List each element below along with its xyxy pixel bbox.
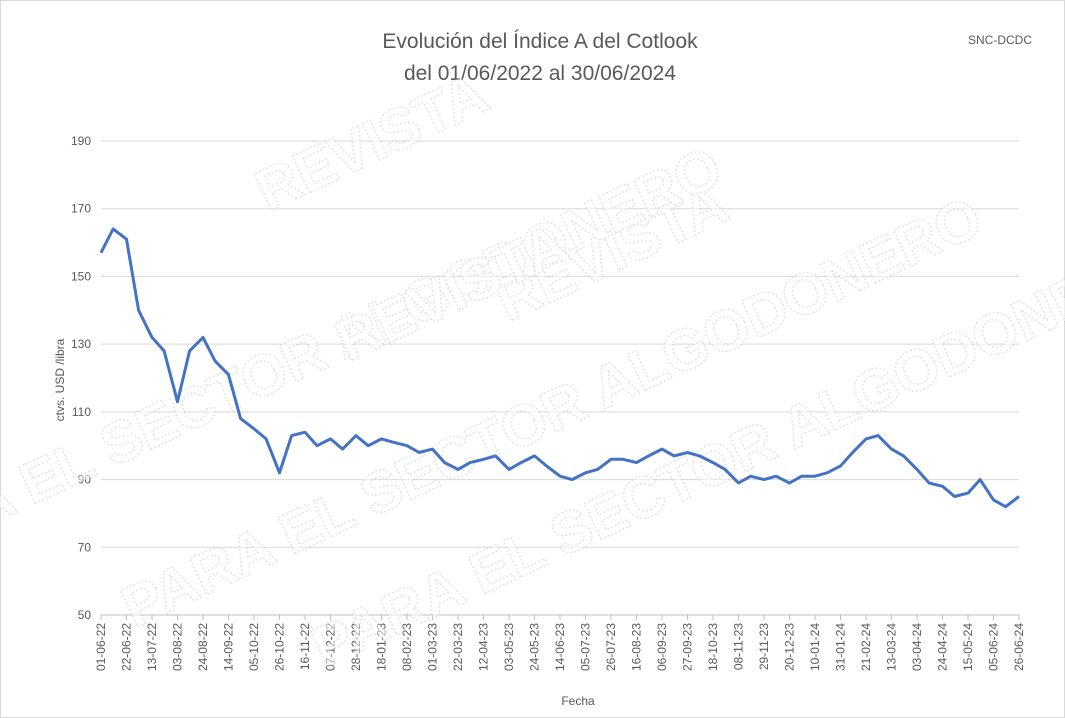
x-tick-label: 14-09-22 (222, 623, 236, 671)
x-tick-label: 13-07-22 (145, 623, 159, 671)
x-tick-label: 26-06-24 (1012, 623, 1026, 671)
y-tick-label: 70 (78, 540, 92, 554)
x-tick-label: 07-12-22 (324, 623, 338, 671)
x-tick-label: 05-10-22 (247, 623, 261, 671)
x-tick-label: 24-04-24 (936, 623, 950, 671)
x-tick-label: 01-03-23 (426, 623, 440, 671)
x-tick-label: 06-09-23 (655, 623, 669, 671)
y-tick-label: 50 (78, 608, 92, 622)
x-tick-label: 05-07-23 (579, 623, 593, 671)
source: SNC-DCDC (968, 33, 1032, 47)
x-tick-label: 22-06-22 (120, 623, 134, 671)
x-tick-label: 16-08-23 (630, 623, 644, 671)
y-tick-label: 130 (71, 337, 91, 351)
x-tick-label: 03-08-22 (171, 623, 185, 671)
x-tick-label: 26-07-23 (604, 623, 618, 671)
chart-title: Evolución del Índice A del Cotlook (382, 30, 698, 53)
x-tick-label: 24-08-22 (196, 623, 210, 671)
x-tick-label: 27-09-23 (681, 623, 695, 671)
x-axis-label: Fecha (561, 694, 595, 708)
x-tick-label: 08-02-23 (400, 623, 414, 671)
x-tick-label: 24-05-23 (528, 623, 542, 671)
x-tick-label: 03-04-24 (910, 623, 924, 671)
x-tick-label: 10-01-24 (808, 623, 822, 671)
x-tick-label: 13-03-24 (885, 623, 899, 671)
y-tick-label: 90 (78, 473, 92, 487)
y-axis-label: ctvs. USD /libra (53, 338, 67, 421)
x-tick-label: 05-06-24 (987, 623, 1001, 671)
x-tick-label: 18-01-23 (375, 623, 389, 671)
x-tick-label: 31-01-24 (834, 623, 848, 671)
x-tick-label: 18-10-23 (706, 623, 720, 671)
grid (101, 140, 1019, 616)
chart-subtitle: del 01/06/2022 al 30/06/2024 (404, 62, 676, 85)
x-tick-label: 22-03-23 (451, 623, 465, 671)
x-tick-label: 26-10-22 (273, 623, 287, 671)
line-series (99, 227, 1020, 509)
x-tick-label: 16-11-22 (298, 623, 312, 670)
y-tick-label: 110 (72, 405, 91, 419)
x-tick-label: 29-11-23 (757, 623, 771, 670)
x-tick-label: 08-11-23 (732, 623, 746, 670)
x-tick-label: 14-06-23 (553, 623, 567, 671)
y-tick-label: 150 (71, 269, 91, 283)
x-tick-label: 12-04-23 (477, 623, 491, 671)
x-tick-label: 21-02-24 (859, 623, 873, 671)
y-tick-label: 170 (71, 202, 91, 216)
x-tick-label: 20-12-23 (783, 623, 797, 671)
y-tick-label: 190 (71, 134, 91, 148)
x-tick-label: 15-05-24 (961, 623, 975, 671)
x-tick-label: 03-05-23 (502, 623, 516, 671)
x-tick-label: 28-12-22 (349, 623, 363, 671)
x-tick-label: 01-06-22 (94, 623, 108, 671)
